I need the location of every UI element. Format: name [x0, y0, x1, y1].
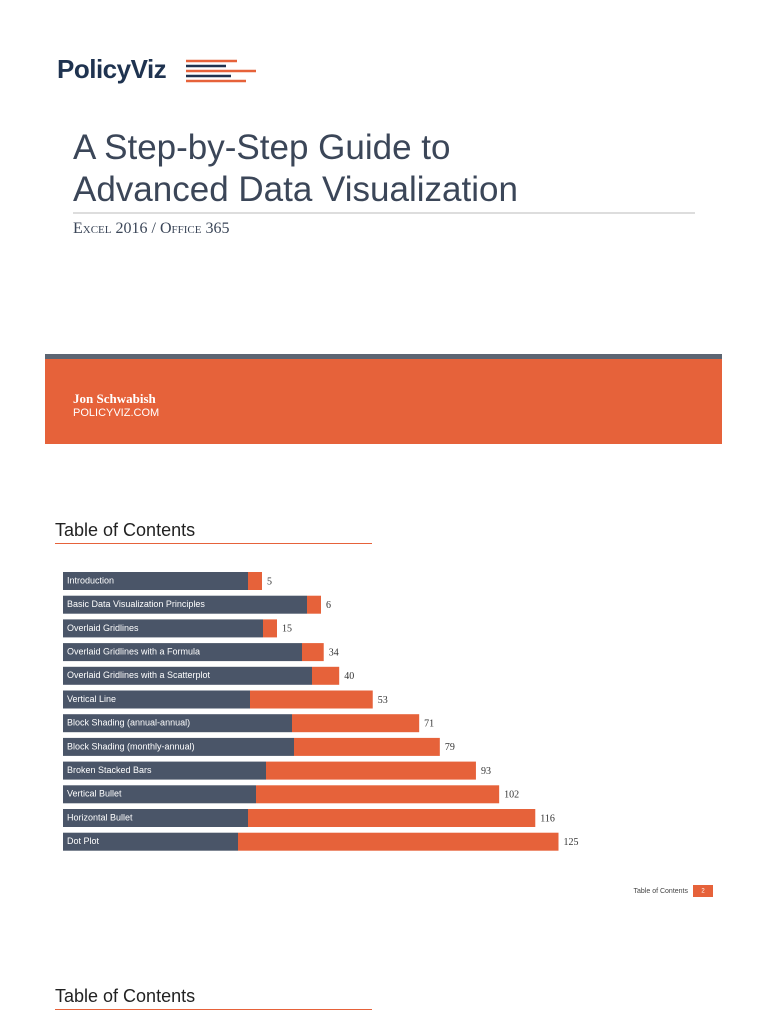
toc-page: 116: [540, 813, 555, 824]
toc-bar-label: [63, 643, 302, 662]
toc-bar: [266, 761, 476, 780]
toc-label: Introduction: [67, 575, 114, 585]
toc-bar: [294, 737, 440, 756]
toc-bar-label: [63, 714, 292, 733]
toc-page: 53: [378, 695, 388, 706]
toc-label: Overlaid Gridlines: [67, 623, 139, 633]
toc-bar-label: [63, 761, 266, 780]
section-rule: [55, 1009, 372, 1010]
toc-page: 6: [326, 600, 331, 611]
toc-bar: [312, 666, 340, 685]
section-title: Table of Contents: [55, 986, 196, 1006]
toc-bar-label: [63, 832, 238, 851]
toc-bar: [238, 832, 559, 851]
toc-page: 71: [424, 718, 434, 729]
toc-page: 40: [344, 671, 354, 682]
toc-bar-label: [63, 666, 312, 685]
toc-label: Vertical Bullet: [67, 789, 122, 799]
toc-bar: [263, 619, 277, 638]
toc-bar: [250, 690, 373, 709]
toc-bar: [302, 643, 324, 662]
footer-box: [693, 885, 713, 897]
toc-label: Overlaid Gridlines with a Formula: [67, 646, 200, 656]
toc-bar-label: [63, 619, 263, 638]
toc-label: Horizontal Bullet: [67, 812, 133, 822]
toc-bar: [248, 572, 262, 590]
toc-rule: [55, 543, 372, 544]
toc-bar-label: [63, 785, 256, 804]
toc-page: 5: [267, 576, 272, 587]
logo: PolicyViz: [57, 54, 167, 84]
toc-label: Vertical Line: [67, 694, 116, 704]
logo-stripes: [186, 59, 256, 83]
toc-label: Block Shading (monthly-annual): [67, 741, 195, 751]
toc-label: Broken Stacked Bars: [67, 765, 152, 775]
subtitle: Excel 2016 / Office 365: [73, 220, 230, 237]
footer-page: 2: [701, 889, 705, 895]
title-line: Advanced Data Visualization: [73, 170, 518, 209]
title-line: A Step-by-Step Guide to: [73, 128, 451, 167]
toc-bar: [292, 714, 420, 733]
toc-label: Block Shading (annual-annual): [67, 718, 190, 728]
toc-label: Overlaid Gridlines with a Scatterplot: [67, 670, 211, 680]
toc-page: 102: [504, 790, 519, 801]
toc-bar-label: [63, 572, 248, 590]
toc-page: 34: [329, 647, 339, 658]
toc-page: 15: [282, 624, 292, 635]
toc-label: Dot Plot: [67, 836, 100, 846]
toc-label: Basic Data Visualization Principles: [67, 599, 205, 609]
banner: Jon Schwabish POLICYVIZ.COM: [45, 354, 722, 444]
toc-bar: [256, 785, 500, 804]
toc-bar: [307, 595, 321, 614]
toc-page: 125: [564, 837, 579, 848]
toc-bar-label: [63, 737, 294, 756]
toc-title: Table of Contents: [55, 520, 196, 540]
toc-page: 79: [445, 742, 455, 753]
footer-label: Table of Contents: [634, 888, 689, 895]
toc-bar-label: [63, 809, 248, 827]
toc-bar-label: [63, 690, 250, 709]
toc-bar-label: [63, 595, 307, 614]
toc-page: 93: [481, 766, 491, 777]
author: Jon Schwabish: [73, 391, 156, 406]
site: POLICYVIZ.COM: [73, 407, 160, 419]
toc-bar: [248, 809, 536, 827]
